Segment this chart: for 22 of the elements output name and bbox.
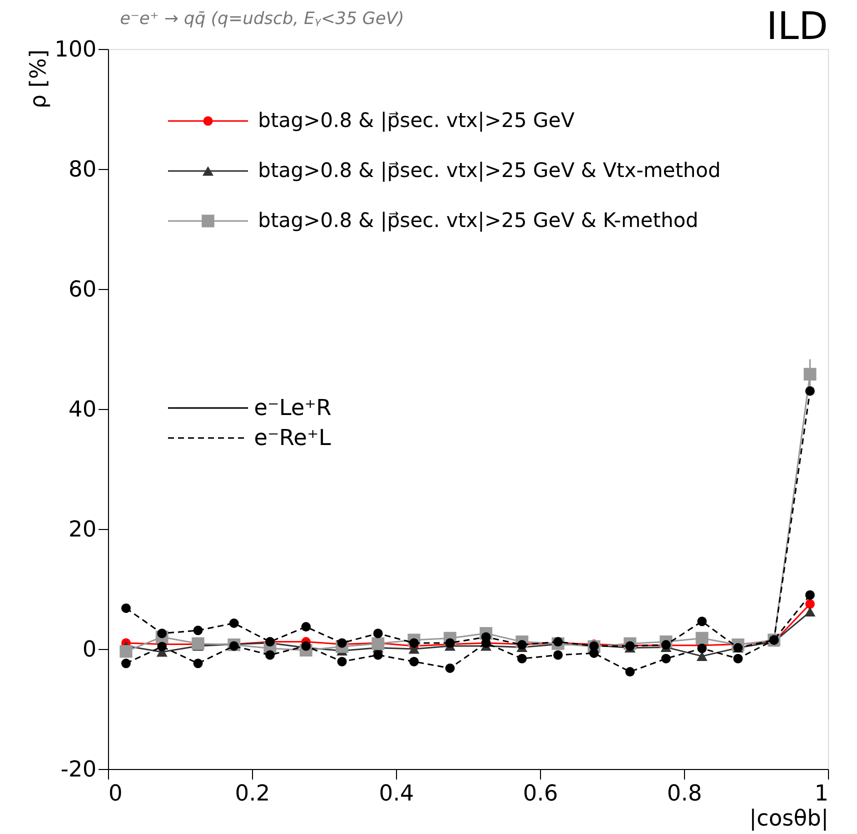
legend-label: btag>0.8 & |p⃗sec. vtx|>25 GeV & K-method [258, 208, 698, 232]
legend-label: btag>0.8 & |p⃗sec. vtx|>25 GeV & Vtx-method [258, 158, 721, 182]
y-tick-label: -20 [60, 758, 96, 782]
annotation: e⁻Re⁺L [254, 426, 332, 451]
legend-label: btag>0.8 & |p⃗sec. vtx|>25 GeV [258, 108, 575, 132]
x-tick-label: 0.2 [235, 782, 270, 806]
y-tick-label: 80 [68, 158, 96, 182]
chart-title: e⁻e⁺ → qq̄ (q=udscb, Eᵧ<35 GeV) [120, 9, 404, 29]
x-tick-label: 1 [814, 782, 828, 806]
annotation: e⁻Le⁺R [254, 396, 332, 421]
x-axis-title: |cosθb| [749, 806, 828, 832]
y-tick-label: 20 [68, 518, 96, 542]
x-tick-label: 0 [108, 782, 122, 806]
x-tick-label: 0.4 [379, 782, 414, 806]
y-tick-label: 0 [82, 638, 96, 662]
text: ILD [766, 4, 828, 48]
y-tick-label: 60 [68, 278, 96, 302]
y-tick-label: 100 [54, 38, 96, 62]
y-axis-title: ρ [%] [26, 50, 52, 109]
x-tick-label: 0.8 [667, 782, 702, 806]
x-tick-label: 0.6 [523, 782, 558, 806]
y-tick-label: 40 [68, 398, 96, 422]
